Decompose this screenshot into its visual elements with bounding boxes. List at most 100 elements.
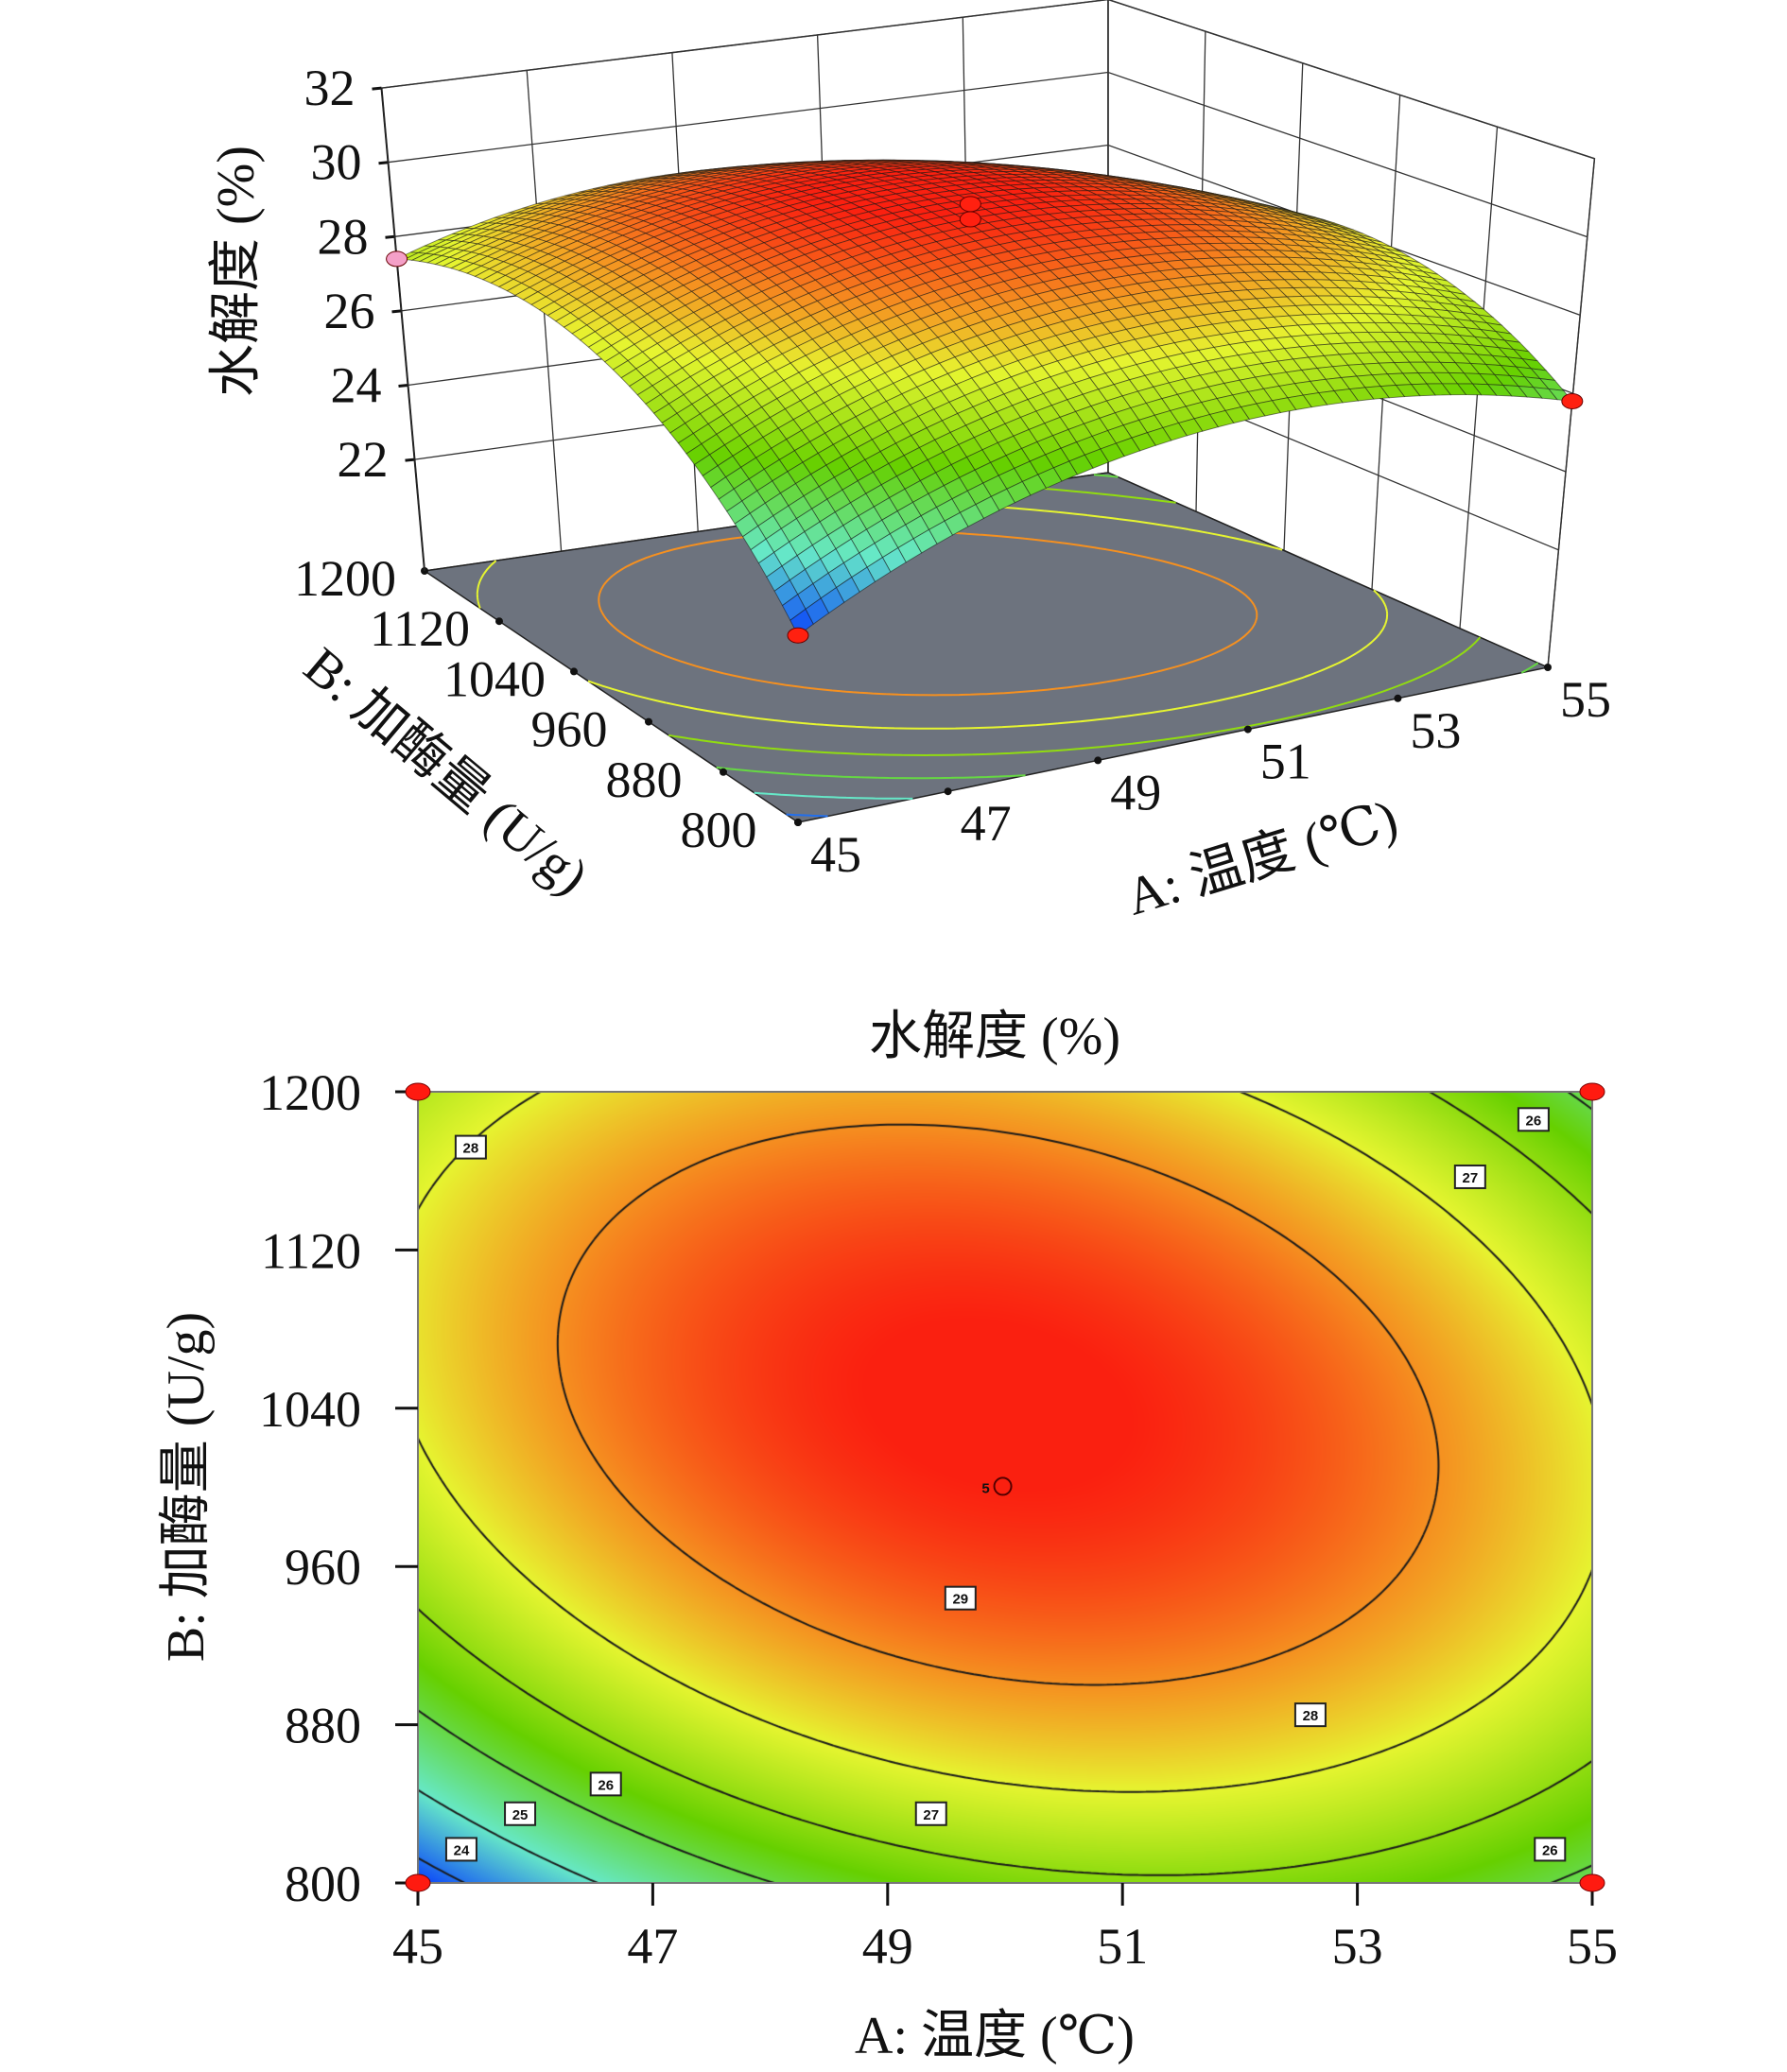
axis-tick-dot (570, 667, 578, 676)
response-surface (394, 159, 1573, 636)
z-tick-label: 24 (331, 357, 382, 414)
b-tick-label: 1120 (370, 600, 470, 657)
axis-tick-dot (794, 819, 802, 826)
floor-contour-line (476, 501, 1389, 730)
a-tick-label: 53 (1410, 702, 1461, 759)
axis-tick-dot (944, 787, 952, 796)
contour-label: 27 (923, 1807, 939, 1823)
a-tick-label: 47 (961, 795, 1012, 852)
axis-ticks-2d: 800 880 960 1040 1120 1200 45 47 49 51 53 55 (259, 1064, 1618, 1975)
design-points-3d (386, 196, 1584, 644)
design-point (787, 627, 809, 644)
contour-label-box (504, 1801, 537, 1826)
contour-label-box (914, 1801, 947, 1826)
contour-label-box (1517, 1107, 1550, 1132)
design-point (1561, 392, 1584, 409)
z-tick-mark (391, 309, 402, 314)
z-tick-label: 22 (338, 431, 389, 488)
b-tick-label: 960 (531, 701, 608, 758)
axis-tick-dot (1544, 664, 1552, 671)
contour-labels: 28 26 27 29 28 26 25 24 27 26 (444, 1107, 1567, 1862)
floor-contour-line (786, 813, 828, 818)
contour-label-box (944, 1585, 977, 1611)
y-tick-label: 1200 (259, 1064, 361, 1121)
design-point (1579, 1082, 1605, 1101)
contour-label-box (454, 1134, 487, 1160)
x-tick-label: 51 (1097, 1918, 1148, 1975)
z-tick-label: 32 (304, 60, 356, 116)
contour-label-box (589, 1771, 622, 1797)
y-tick-label: 1120 (261, 1222, 361, 1279)
z-tick-mark (372, 86, 382, 91)
y-tick-label: 880 (285, 1698, 361, 1754)
x-axis-title: A: 温度 (℃) (855, 2007, 1135, 2065)
grid-line (388, 71, 1588, 238)
a-tick-label: 55 (1560, 671, 1611, 728)
y-tick-label: 960 (285, 1539, 361, 1596)
z-tick-mark (398, 384, 408, 388)
a-tick-label: 51 (1260, 734, 1311, 790)
contour-label: 26 (1542, 1842, 1558, 1858)
contour-label: 26 (1526, 1113, 1542, 1129)
design-points-2d: 5 (405, 1082, 1605, 1892)
axis-tick-labels-3d: 22 24 26 28 30 32 45 47 49 51 53 55 8008809601040112… (294, 60, 1611, 883)
design-point (386, 250, 408, 268)
z-tick-mark (385, 234, 395, 239)
contour-label-box (1534, 1837, 1567, 1862)
axis-tick-dot (1094, 756, 1102, 765)
axis-tick-dot (1394, 694, 1402, 702)
y-axis-title: B: 加酶量 (U/g) (157, 1312, 216, 1662)
design-point (405, 1082, 431, 1101)
z-tick-mark (378, 161, 389, 165)
z-tick-label: 28 (318, 208, 369, 265)
contour-label-box (444, 1837, 477, 1862)
contour-label: 28 (1303, 1708, 1319, 1724)
x-tick-label: 55 (1567, 1918, 1618, 1975)
contour-label: 29 (952, 1592, 968, 1608)
z-tick-mark (405, 458, 415, 462)
x-tick-label: 47 (627, 1918, 678, 1975)
axis-tick-dot (1243, 725, 1252, 734)
z-axis-title-3d: 水解度 (%) (207, 146, 266, 397)
x-tick-label: 45 (392, 1918, 443, 1975)
contour-title: 水解度 (%) (869, 1008, 1120, 1066)
contour-label: 28 (463, 1141, 479, 1157)
contour-label-box (1453, 1164, 1486, 1189)
contour-label: 27 (1462, 1170, 1478, 1186)
contour-label: 25 (512, 1807, 529, 1823)
z-tick-label: 26 (324, 283, 375, 339)
floor-contour-line (716, 474, 1539, 780)
grid-line (1547, 158, 1596, 668)
contour-label-box (1293, 1702, 1327, 1728)
floor-contour-line (668, 485, 1482, 756)
b-tick-label: 1040 (443, 650, 546, 707)
b-tick-label: 800 (681, 802, 757, 858)
grid-line (381, 0, 1595, 160)
design-point (959, 211, 981, 228)
floor-plane (422, 472, 1551, 823)
y-tick-label: 1040 (259, 1381, 361, 1438)
b-tick-label: 880 (606, 751, 683, 808)
axis-tick-dot (645, 717, 652, 726)
b-tick-label: 1200 (294, 550, 396, 607)
center-point-count: 5 (981, 1480, 989, 1496)
a-tick-label: 45 (810, 826, 861, 883)
axis-tick-dot (495, 617, 503, 626)
center-point-marker (993, 1476, 1013, 1496)
y-tick-label: 800 (285, 1856, 361, 1912)
design-point (405, 1873, 431, 1892)
x-tick-label: 49 (862, 1918, 913, 1975)
contour-label: 24 (454, 1842, 470, 1858)
axis-tick-dot (720, 768, 727, 776)
contour-plot-area (418, 1092, 1592, 1883)
plot-frame (417, 1091, 1593, 1884)
z-axis-line (380, 88, 425, 572)
contour-label: 26 (598, 1777, 614, 1793)
a-tick-label: 49 (1110, 764, 1161, 820)
design-point (1579, 1873, 1605, 1892)
x-tick-label: 53 (1332, 1918, 1383, 1975)
floor-contour-line (754, 791, 913, 800)
